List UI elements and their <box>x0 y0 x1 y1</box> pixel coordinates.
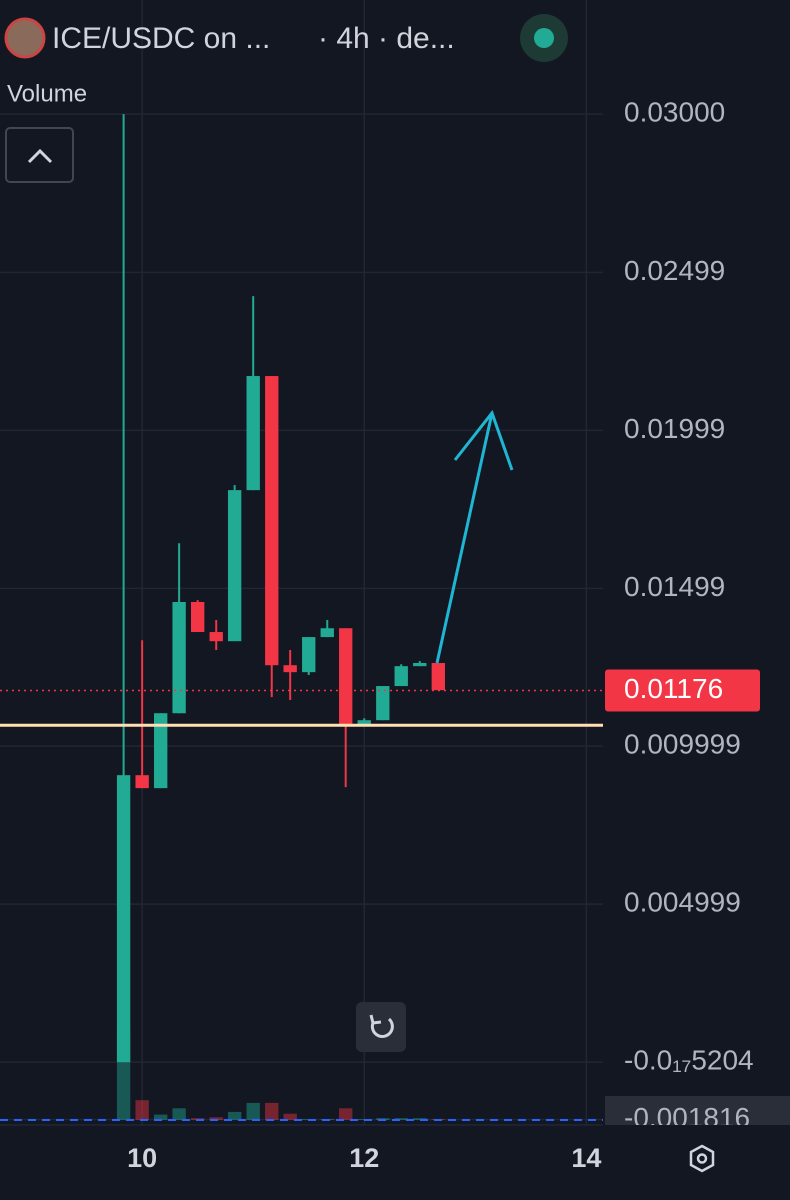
y-tick-label: 0.03000 <box>624 96 725 127</box>
status-dot <box>534 28 554 48</box>
interval-text[interactable]: · 4h · de... <box>318 22 455 55</box>
x-tick-label: 14 <box>571 1143 601 1173</box>
volume-bar <box>394 1118 408 1120</box>
candle-body <box>135 775 149 789</box>
volume-bar <box>135 1100 149 1120</box>
volume-legend: Volume <box>7 80 87 107</box>
volume-bar <box>339 1108 353 1120</box>
y-tick-label: 0.01999 <box>624 413 725 444</box>
y-tick-label: -0.0₁₇5204 <box>624 1045 754 1076</box>
y-tick-label: 0.004999 <box>624 887 741 918</box>
candle-body <box>265 376 279 666</box>
price-scale-badge <box>605 1096 790 1126</box>
y-tick-label: 0.01499 <box>624 571 725 602</box>
candle-body <box>320 628 334 638</box>
volume-bar <box>154 1114 168 1120</box>
reset-icon-head <box>369 1014 382 1025</box>
y-tick-label: 0.009999 <box>624 729 741 760</box>
volume-bar <box>209 1117 223 1120</box>
candle-body <box>190 602 205 633</box>
arrow-head <box>453 409 514 471</box>
volume-bar <box>172 1108 186 1120</box>
candle-body <box>413 662 427 667</box>
last-price-label: 0.01176 <box>624 673 723 704</box>
x-tick-label: 12 <box>349 1143 379 1173</box>
collapse-button[interactable] <box>5 127 74 183</box>
reset-icon <box>370 1017 394 1038</box>
candle-body <box>394 666 408 687</box>
candle-body <box>302 637 316 673</box>
candle-body <box>116 775 131 1063</box>
candle-body <box>357 720 371 724</box>
reset-button[interactable] <box>356 1002 406 1052</box>
candle-body <box>172 602 186 714</box>
time-axis <box>0 1125 790 1200</box>
volume-bar <box>227 1111 242 1120</box>
volume-bar <box>265 1102 279 1120</box>
candle-body <box>227 490 242 642</box>
settings-icon <box>696 1153 708 1164</box>
settings-button[interactable] <box>689 1144 715 1173</box>
last-price-badge <box>605 669 760 712</box>
candle-body <box>339 628 353 724</box>
candle-body <box>246 376 260 491</box>
y-tick-label: 0.02499 <box>624 255 725 286</box>
symbol-title[interactable]: ICE/USDC on ... <box>52 22 270 55</box>
volume-bar <box>283 1113 297 1120</box>
arrow-drawing <box>435 412 494 664</box>
chevron-icon <box>27 148 53 164</box>
candle-body <box>431 662 445 691</box>
x-tick-label: 10 <box>127 1143 157 1173</box>
volume-bar <box>413 1118 427 1120</box>
candle-body <box>283 665 297 673</box>
candle-body <box>154 713 168 789</box>
token-avatar[interactable] <box>4 17 46 59</box>
volume-bar <box>246 1102 260 1120</box>
candle-body <box>209 632 223 642</box>
candle-body <box>376 686 390 721</box>
